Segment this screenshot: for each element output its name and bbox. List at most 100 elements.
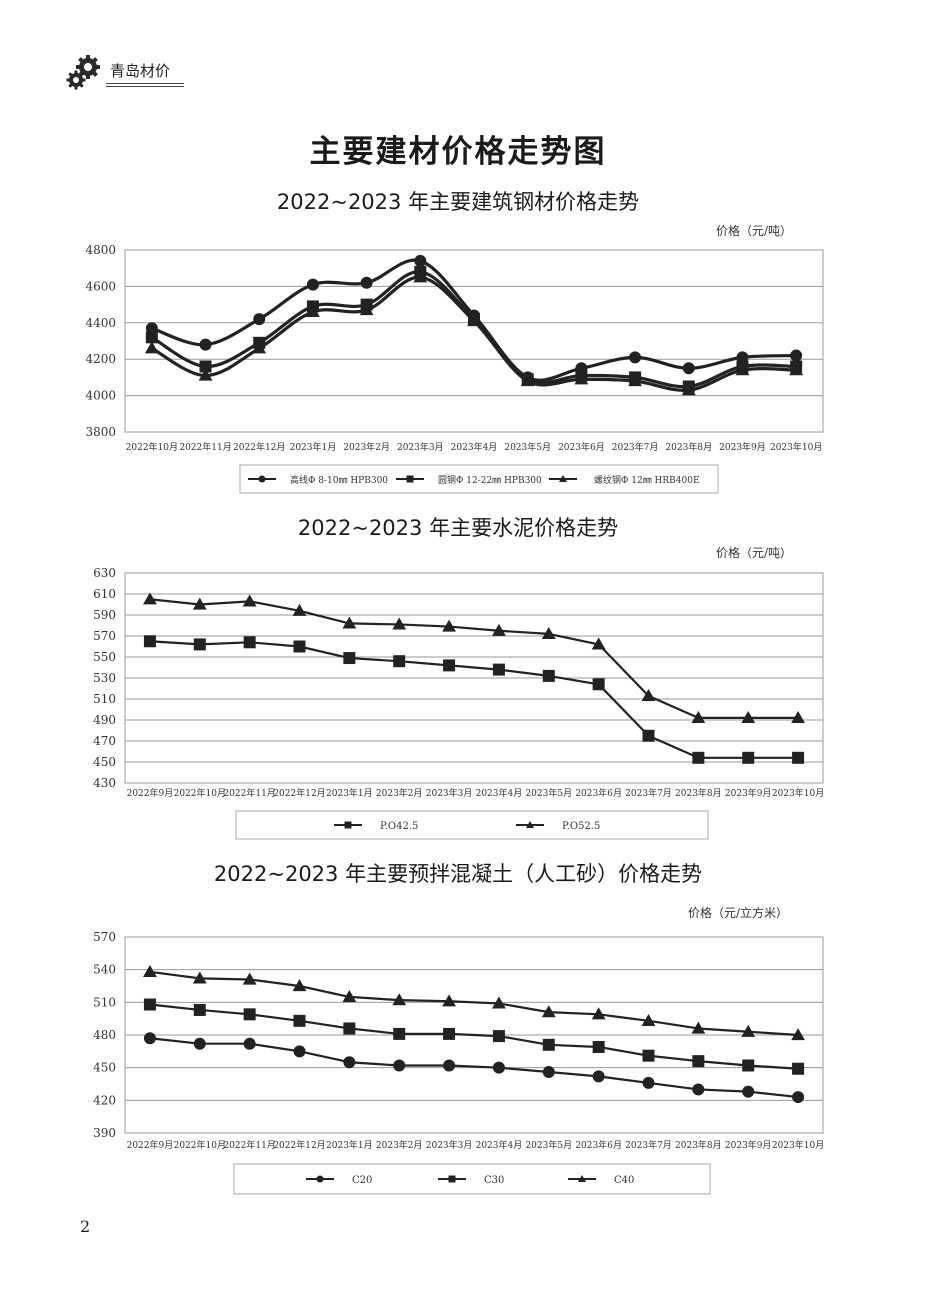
x-tick-label: 2022年10月 (174, 787, 226, 799)
data-point (243, 1008, 256, 1021)
series-line (149, 1037, 799, 1099)
data-point (193, 1037, 206, 1050)
data-point (293, 1045, 306, 1058)
y-tick-label: 470 (93, 734, 116, 748)
x-tick-label: 2023年10月 (772, 787, 824, 799)
legend-marker (344, 821, 352, 829)
series-line (149, 598, 799, 719)
legend-label: C40 (614, 1175, 634, 1186)
legend-label: 高线Φ 8-10㎜ HPB300 (290, 474, 388, 486)
y-tick-label: 550 (93, 650, 116, 664)
x-tick-label: 2023年7月 (612, 441, 659, 453)
data-point (143, 964, 157, 977)
x-tick-label: 2022年12月 (233, 441, 285, 453)
data-point (143, 592, 157, 605)
x-tick-label: 2022年12月 (273, 1139, 325, 1151)
legend-box (239, 464, 719, 494)
series-line (149, 1003, 799, 1070)
data-point (292, 979, 307, 992)
data-point (741, 1024, 756, 1037)
data-point (342, 616, 357, 629)
data-point (642, 729, 655, 742)
data-point (193, 638, 206, 651)
y-tick-label: 4200 (85, 352, 116, 366)
x-tick-label: 2022年10月 (174, 1139, 226, 1151)
y-tick-label: 450 (93, 1061, 116, 1075)
x-tick-label: 2022年11月 (179, 441, 231, 453)
y-tick-label: 490 (93, 713, 116, 727)
brand-name: 青岛材价 (110, 62, 171, 80)
page-number: 2 (80, 1217, 91, 1236)
data-point (293, 640, 306, 653)
legend-box (233, 1163, 711, 1195)
x-tick-label: 2023年1月 (290, 441, 337, 453)
data-point (574, 372, 589, 385)
data-point (492, 663, 505, 676)
y-tick-label: 420 (93, 1093, 116, 1107)
y-tick-label: 570 (93, 930, 116, 944)
x-tick-label: 2023年3月 (426, 1139, 473, 1151)
data-point (443, 1059, 456, 1072)
y-tick-label: 4600 (85, 279, 116, 293)
x-tick-label: 2023年7月 (625, 787, 672, 799)
data-point (592, 1070, 605, 1083)
data-point (641, 1013, 656, 1026)
data-point (742, 751, 755, 764)
y-tick-label: 390 (93, 1126, 116, 1140)
steel-price-chart: 3800 4000 4200 4400 4600 4800 2022年10月 2022年11月… (85, 243, 824, 494)
data-point (492, 1030, 505, 1043)
data-point (682, 362, 695, 375)
data-point (641, 688, 656, 701)
data-point (542, 1038, 555, 1051)
x-tick-label: 2023年8月 (675, 787, 722, 799)
legend-label: P.O52.5 (562, 821, 600, 832)
data-point (393, 1027, 406, 1040)
data-point (442, 619, 456, 632)
x-tick-label: 2022年9月 (127, 1139, 174, 1151)
legend-marker (406, 475, 414, 483)
legend-label: P.O42.5 (380, 821, 418, 832)
data-point (143, 635, 156, 648)
x-tick-label: 2023年4月 (476, 1139, 523, 1151)
legend-box (235, 810, 709, 840)
data-point (628, 374, 642, 387)
x-tick-label: 2022年12月 (273, 787, 325, 799)
cement-price-chart: 430 450 470 490 510 530 550 570 590 610 630 2022年9月… (93, 566, 824, 840)
data-point (541, 1005, 556, 1018)
data-point (792, 1062, 805, 1075)
y-tick-label: 590 (93, 608, 116, 622)
data-point (145, 322, 158, 335)
header-rule (106, 86, 184, 87)
data-point (198, 368, 213, 381)
x-tick-label: 2023年6月 (575, 1139, 622, 1151)
data-point (343, 1022, 356, 1035)
data-point (252, 341, 267, 354)
data-point (193, 1003, 206, 1016)
x-tick-label: 2022年11月 (223, 1139, 275, 1151)
x-tick-label: 2023年4月 (476, 787, 523, 799)
data-point (692, 1083, 705, 1096)
data-point (144, 341, 159, 354)
data-point (199, 338, 212, 351)
data-point (443, 1027, 456, 1040)
data-point (541, 627, 556, 639)
unit-label-steel: 价格（元/吨） (716, 224, 793, 238)
header-rule (106, 83, 184, 84)
unit-label-concrete: 价格（元/立方米） (688, 906, 789, 920)
data-point (542, 1066, 555, 1079)
x-tick-label: 2023年9月 (725, 787, 772, 799)
gear-icon (66, 55, 100, 90)
chart-title-cement: 2022~2023 年主要水泥价格走势 (297, 516, 619, 540)
y-tick-label: 610 (93, 587, 116, 601)
data-point (492, 1061, 505, 1074)
data-point (192, 971, 207, 984)
x-tick-label: 2023年1月 (326, 787, 373, 799)
data-point (681, 383, 696, 396)
data-point (292, 603, 307, 616)
data-point (492, 996, 506, 1009)
data-point (360, 276, 373, 289)
data-point (592, 1040, 605, 1053)
x-tick-label: 2023年5月 (525, 787, 572, 799)
x-tick-label: 2023年2月 (376, 787, 423, 799)
